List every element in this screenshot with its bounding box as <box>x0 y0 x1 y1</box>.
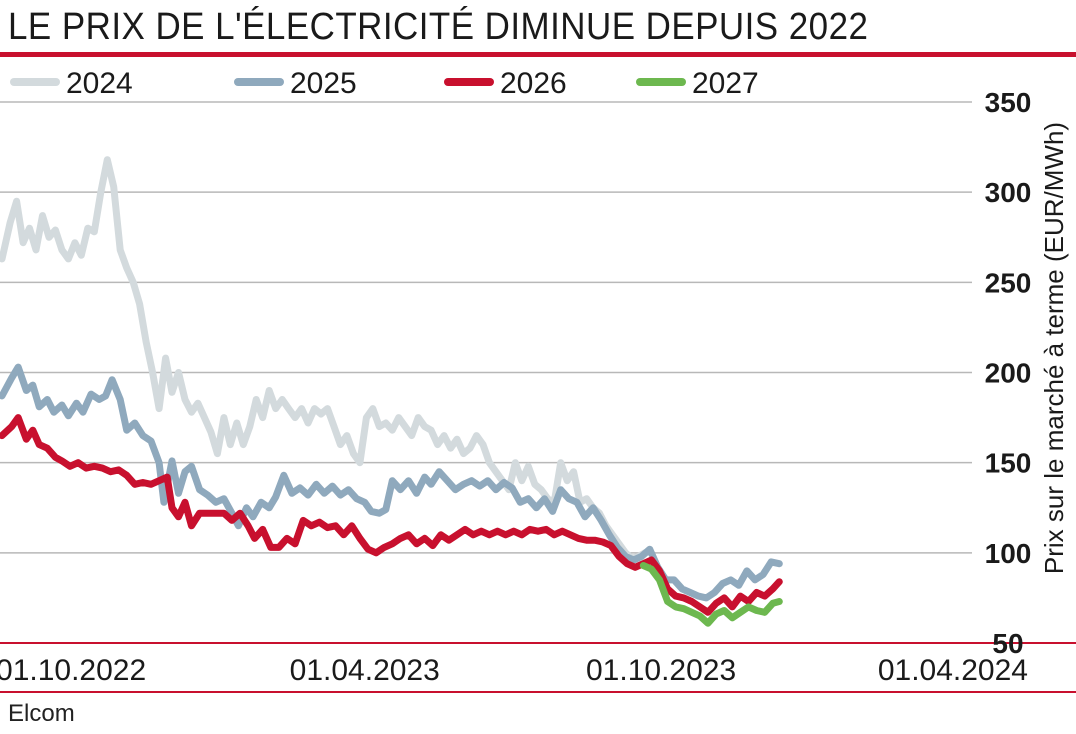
x-tick-label: 01.04.2023 <box>290 654 440 687</box>
y-tick-label: 250 <box>985 267 1032 298</box>
y-tick-label: 200 <box>985 358 1032 389</box>
y-tick-label: 50 <box>992 628 1023 659</box>
title-divider <box>0 52 1076 57</box>
legend-label-2025: 2025 <box>290 67 357 100</box>
source-note: Elcom <box>8 700 75 727</box>
series-line-2025 <box>0 363 783 602</box>
x-tick-label: 01.10.2023 <box>586 654 736 687</box>
y-axis-label: Prix sur le marché à terme (EUR/MWh) <box>1039 122 1069 574</box>
x-tick-label: 01.10.2022 <box>0 654 146 687</box>
legend-label-2026: 2026 <box>500 67 567 100</box>
y-tick-label: 350 <box>985 87 1032 118</box>
legend-label-2027: 2027 <box>692 67 759 100</box>
series-lines <box>0 156 783 627</box>
x-axis: 01.10.2022 01.04.2023 01.10.2023 01.04.2024 <box>0 654 1076 693</box>
y-tick-label: 100 <box>985 538 1032 569</box>
y-tick-label: 300 <box>985 177 1032 208</box>
x-tick-label: 01.04.2024 <box>878 654 1028 687</box>
legend: 2024 2025 2026 2027 <box>10 67 759 100</box>
series-line-2024 <box>0 156 649 562</box>
legend-label-2024: 2024 <box>66 67 133 100</box>
y-tick-label: 150 <box>985 448 1032 479</box>
series-line-2027 <box>639 562 783 627</box>
series-line-2026 <box>0 414 783 616</box>
y-axis: 350 300 250 200 150 100 50 <box>985 87 1032 659</box>
chart-title: LE PRIX DE L'ÉLECTRICITÉ DIMINUE DEPUIS … <box>8 6 869 48</box>
gridlines <box>0 101 1076 644</box>
